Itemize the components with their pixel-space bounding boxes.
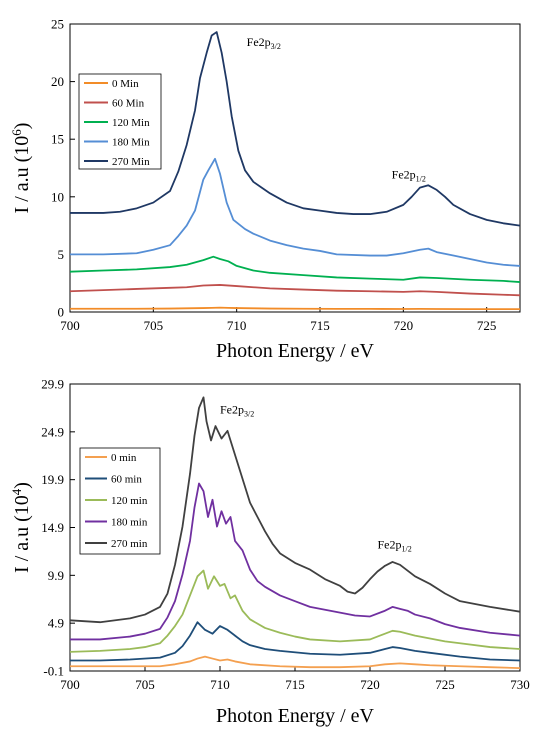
peak-label: Fe2p1/2: [392, 167, 426, 183]
y-tick-label: 14.9: [41, 520, 64, 535]
series-line-60-min: [70, 621, 520, 662]
y-axis-title: I / a.u (104): [9, 482, 33, 573]
y-tick-label: 19.9: [41, 472, 64, 487]
y-tick-label: 15: [51, 132, 64, 147]
legend-label: 180 Min: [112, 137, 150, 149]
y-tick-label: 20: [51, 74, 64, 89]
x-tick-label: 720: [394, 318, 414, 333]
x-tick-label: 730: [510, 677, 530, 692]
legend-label: 0 Min: [112, 78, 139, 90]
y-tick-label: 0: [58, 305, 65, 320]
series-line-120-min: [70, 569, 520, 653]
x-tick-label: 710: [210, 677, 230, 692]
chart-bottom: 700 705 710 715 720 725 730 -0.1 4.9 9.9 14.9 19.9 2…: [9, 377, 530, 728]
y-tick-label: 29.9: [41, 377, 64, 392]
y-axis-title: I / a.u (106): [9, 123, 33, 214]
peak-label-subscript: 3/2: [271, 42, 281, 51]
x-tick-label: 720: [360, 677, 380, 692]
y-axis-title-close: ): [11, 123, 33, 130]
x-tick-label: 705: [135, 677, 155, 692]
x-axis-title: Photon Energy / eV: [216, 340, 375, 362]
chart-top: 700 705 710 715 720 725 0 5 10 15 20 25 Photon Energ…: [9, 17, 521, 362]
x-tick-label: 725: [435, 677, 455, 692]
plot-area-frame: [69, 23, 521, 313]
legend-label: 120 min: [111, 495, 148, 507]
peak-label: Fe2p3/2: [220, 403, 254, 419]
x-tick-label: 715: [285, 677, 305, 692]
peak-label-subscript: 1/2: [402, 545, 412, 554]
series-line-60-min: [70, 284, 520, 297]
peak-label: Fe2p3/2: [247, 35, 281, 51]
y-tick-label: 10: [51, 189, 64, 204]
y-tick-label: -0.1: [43, 664, 64, 679]
y-axis-title-exponent: 6: [9, 129, 24, 136]
y-axis-title-exponent: 4: [9, 488, 24, 495]
x-tick-label: 725: [477, 318, 497, 333]
peak-label-subscript: 1/2: [416, 174, 426, 183]
x-tick-label: 710: [227, 318, 247, 333]
legend-label: 60 min: [111, 474, 142, 486]
peak-label-base: Fe2p: [392, 167, 416, 181]
legend-label: 180 min: [111, 517, 148, 529]
y-tick-label: 25: [51, 17, 64, 32]
y-axis-title-close: ): [11, 482, 33, 489]
x-tick-label: 715: [310, 318, 330, 333]
peak-label: Fe2p1/2: [378, 538, 412, 554]
y-axis-title-base: I / a.u (10: [11, 495, 33, 573]
y-tick-label: 9.9: [48, 568, 64, 583]
y-tick-label: 5: [58, 247, 65, 262]
series-line-180-min: [70, 482, 520, 641]
series-line-180-min: [70, 157, 520, 267]
peak-label-base: Fe2p: [247, 35, 271, 49]
legend-label: 270 Min: [112, 156, 150, 168]
legend-label: 0 min: [111, 452, 137, 464]
legend-label: 120 Min: [112, 117, 150, 129]
x-axis-title: Photon Energy / eV: [216, 705, 375, 727]
series-line-0-min: [70, 306, 520, 311]
peak-label-base: Fe2p: [378, 538, 402, 552]
series-line-120-min: [70, 255, 520, 283]
y-axis-title-base: I / a.u (10: [11, 136, 33, 214]
x-tick-label: 705: [144, 318, 164, 333]
peak-label-subscript: 3/2: [244, 410, 254, 419]
x-tick-label: 700: [60, 318, 80, 333]
series-line-0-min: [70, 655, 520, 670]
y-tick-label: 4.9: [48, 616, 64, 631]
y-tick-label: 24.9: [41, 424, 64, 439]
series-line-270-min: [70, 31, 520, 227]
legend-label: 60 Min: [112, 98, 145, 110]
x-tick-label: 700: [60, 677, 80, 692]
peak-label-base: Fe2p: [220, 403, 244, 417]
legend-label: 270 min: [111, 538, 148, 550]
series-line-270-min: [70, 396, 520, 624]
